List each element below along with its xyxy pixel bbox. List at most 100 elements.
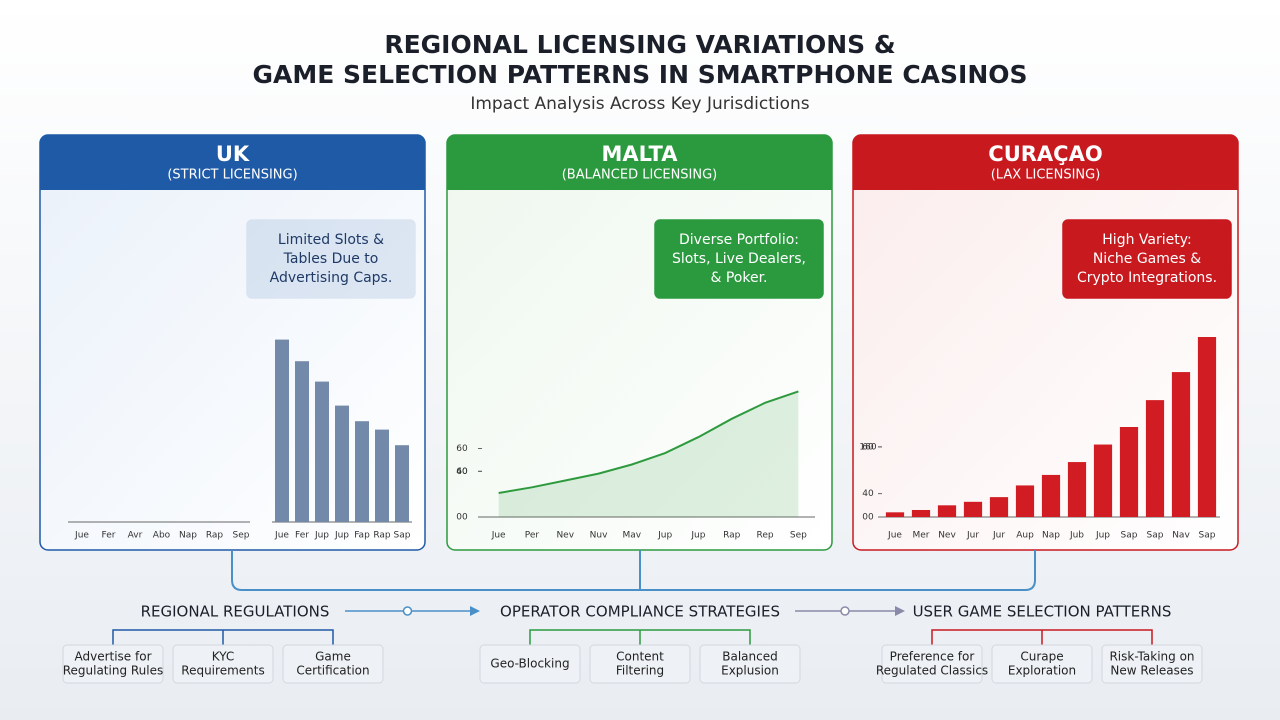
x-tick-label: Mer xyxy=(912,531,929,541)
x-tick-label: Jup xyxy=(1095,531,1110,541)
x-tick-label: Fer xyxy=(295,531,309,541)
flow-item-box xyxy=(589,644,691,684)
callout-box xyxy=(246,219,416,299)
panel-subtitle: (BALANCED LICENSING) xyxy=(562,168,718,183)
bar xyxy=(315,381,329,522)
map-axis-label: Nap xyxy=(179,531,197,541)
panel-subtitle: (STRICT LICENSING) xyxy=(167,168,297,183)
flow-item-text: Certification xyxy=(296,664,369,678)
bar xyxy=(1093,444,1113,517)
panel-header xyxy=(853,135,1238,190)
panel-header xyxy=(40,135,425,190)
map-axis-label: Jue xyxy=(74,531,89,541)
flow-item-box xyxy=(881,644,983,684)
flow-item-text: Content xyxy=(616,650,664,664)
bar xyxy=(1015,485,1035,517)
x-tick-label: Fap xyxy=(354,531,370,541)
flow-item-box xyxy=(699,644,801,684)
x-tick-label: Per xyxy=(525,531,540,541)
flow-bracket xyxy=(931,629,1153,645)
callout-text: Slots, Live Dealers, xyxy=(672,251,806,267)
map-axis-label: Abo xyxy=(153,531,171,541)
map-axis-label: Rap xyxy=(206,531,224,541)
flow-item-text: Advertise for xyxy=(74,650,151,664)
y-tick-label: 60 xyxy=(862,442,874,452)
x-tick-label: Sap xyxy=(1121,531,1138,541)
x-tick-label: Jup xyxy=(314,531,329,541)
flow-item-text: Geo-Blocking xyxy=(490,657,569,671)
callout-box xyxy=(654,219,824,299)
x-tick-label: Sap xyxy=(1199,531,1216,541)
map-axis-label: Sep xyxy=(233,531,250,541)
bar xyxy=(355,421,369,522)
panel-name: MALTA xyxy=(601,142,678,166)
flow-item-text: Requirements xyxy=(181,664,264,678)
flow-arrowhead xyxy=(470,606,480,616)
callout-text: Advertising Caps. xyxy=(270,270,393,286)
bar xyxy=(937,505,957,517)
x-tick-label: Rap xyxy=(373,531,391,541)
panel-name: UK xyxy=(216,142,250,166)
bar xyxy=(295,361,309,522)
flow-item-box xyxy=(282,644,384,684)
x-tick-label: Nav xyxy=(1172,531,1190,541)
flow-item-text: Curape xyxy=(1020,650,1063,664)
x-tick-label: Nev xyxy=(556,531,574,541)
flow-label: REGIONAL REGULATIONS xyxy=(141,603,330,621)
flow-label: USER GAME SELECTION PATTERNS xyxy=(913,603,1172,621)
flow-bracket xyxy=(112,629,334,645)
callout-text: Tables Due to xyxy=(283,251,379,267)
x-tick-label: Nuv xyxy=(590,531,608,541)
x-tick-label: Jue xyxy=(274,531,289,541)
x-tick-label: Sap xyxy=(394,531,411,541)
flow-arrowhead xyxy=(895,606,905,616)
line xyxy=(498,390,799,495)
x-tick-label: Rap xyxy=(723,531,741,541)
x-tick-label: Rep xyxy=(756,531,773,541)
bar xyxy=(989,497,1009,517)
flow-item-text: Balanced xyxy=(722,650,777,664)
callout-text: High Variety: xyxy=(1102,232,1191,248)
x-tick-label: Sap xyxy=(1147,531,1164,541)
bar xyxy=(911,509,931,517)
y-tick-label: 40 xyxy=(456,467,468,477)
x-tick-label: Jup xyxy=(334,531,349,541)
y-tick-label: 60 xyxy=(456,467,468,477)
flow-item-box xyxy=(62,644,164,684)
x-tick-label: Sep xyxy=(790,531,807,541)
y-tick-label: 40 xyxy=(862,489,874,499)
bar xyxy=(1119,427,1139,517)
y-tick-label: 160 xyxy=(859,442,876,452)
flow-item-box xyxy=(479,644,581,684)
title-line: REGIONAL LICENSING VARIATIONS & xyxy=(384,30,895,59)
x-tick-label: Jup xyxy=(657,531,672,541)
y-tick-label: 00 xyxy=(862,513,874,523)
callout-text: Crypto Integrations. xyxy=(1077,270,1217,286)
flow-label: OPERATOR COMPLIANCE STRATEGIES xyxy=(500,603,780,621)
flow-item-text: Risk-Taking on xyxy=(1109,650,1194,664)
y-tick-label: 60 xyxy=(456,444,468,454)
flow-item-text: Game xyxy=(315,650,351,664)
x-tick-label: Jub xyxy=(1069,531,1084,541)
flow-item-text: Regulating Rules xyxy=(63,664,164,678)
bar xyxy=(395,445,409,522)
flow-node xyxy=(840,606,850,616)
callout-text: & Poker. xyxy=(710,270,767,286)
panel-name: CURAÇAO xyxy=(988,142,1102,166)
title-line: GAME SELECTION PATTERNS IN SMARTPHONE CA… xyxy=(253,60,1028,89)
bar xyxy=(1171,372,1191,517)
flow-item-text: Explusion xyxy=(721,664,779,678)
flow-item-box xyxy=(991,644,1093,684)
bar xyxy=(1197,337,1217,517)
subtitle: Impact Analysis Across Key Jurisdictions xyxy=(470,94,809,114)
panel-header xyxy=(447,135,832,190)
flow-item-text: Exploration xyxy=(1008,664,1076,678)
panel-subtitle: (LAX LICENSING) xyxy=(991,168,1101,183)
map-axis-label: Fer xyxy=(102,531,116,541)
callout-text: Niche Games & xyxy=(1093,251,1201,267)
x-tick-label: Jue xyxy=(887,531,902,541)
x-tick-label: Nap xyxy=(1042,531,1060,541)
callout-text: Diverse Portfolio: xyxy=(679,232,799,248)
bar xyxy=(1041,474,1061,517)
